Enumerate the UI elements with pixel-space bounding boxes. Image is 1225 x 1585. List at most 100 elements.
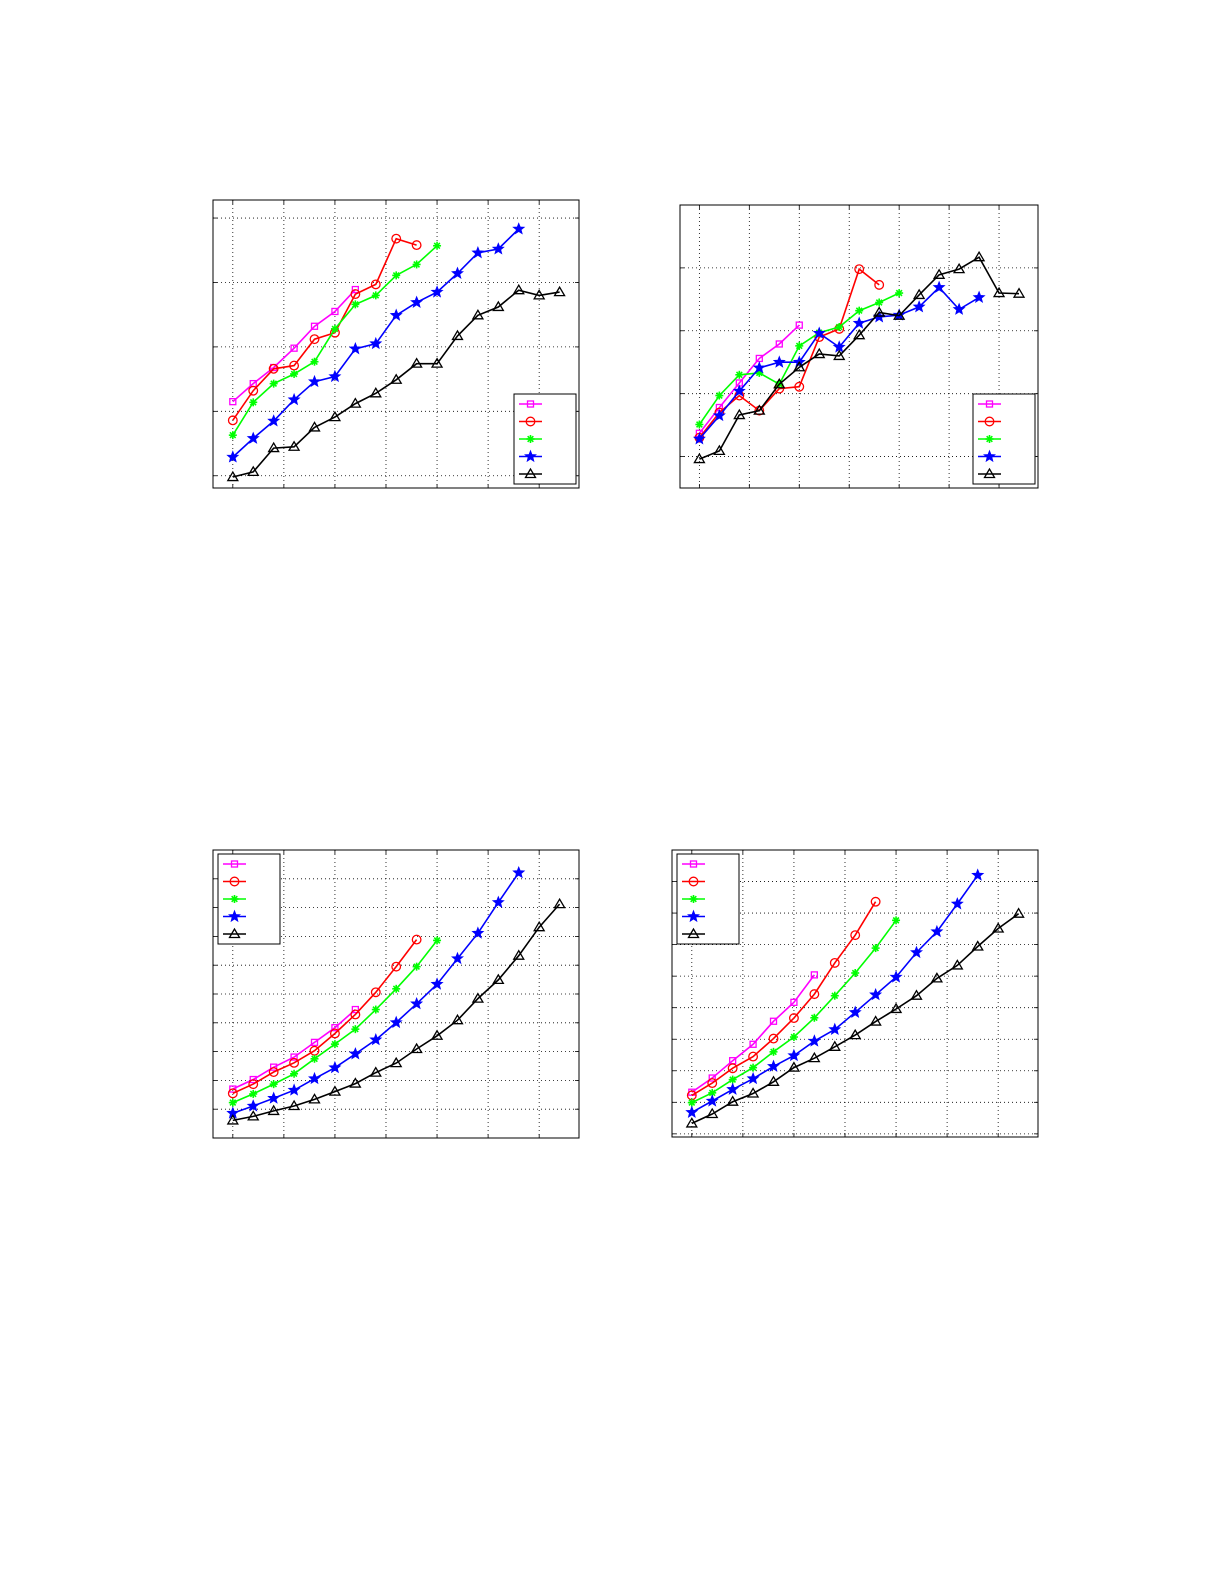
- triangle-marker: [787, 1061, 801, 1072]
- star-marker: [410, 295, 424, 308]
- star-marker: [752, 361, 766, 374]
- circle-marker: [289, 360, 300, 371]
- triangle-marker: [287, 1099, 301, 1111]
- legend-entry-5: [978, 467, 1001, 479]
- triangle-marker: [746, 1087, 760, 1098]
- square-marker: [229, 1085, 237, 1093]
- asterisk-marker: [228, 1098, 237, 1107]
- square-marker: [249, 1075, 257, 1084]
- series-line: [232, 289, 560, 478]
- triangle-marker: [773, 377, 786, 389]
- circle-marker: [525, 416, 536, 427]
- triangle-marker: [328, 1085, 342, 1096]
- triangle-marker: [369, 1066, 382, 1077]
- triangle-marker: [228, 927, 241, 939]
- asterisk-marker: [855, 306, 864, 315]
- asterisk-marker: [708, 1088, 717, 1097]
- triangle-marker: [687, 927, 700, 939]
- asterisk-marker: [526, 435, 535, 443]
- star-marker: [451, 266, 464, 279]
- circle-marker: [309, 334, 320, 345]
- asterisk-marker: [715, 391, 724, 400]
- asterisk-marker: [412, 260, 421, 269]
- circle-marker: [870, 896, 881, 907]
- triangle-marker: [287, 440, 301, 451]
- legend: [217, 853, 281, 945]
- triangle-marker: [349, 397, 362, 408]
- star-marker: [308, 374, 321, 388]
- star-marker: [892, 308, 906, 321]
- triangle-marker: [247, 1110, 260, 1121]
- star-marker: [828, 1022, 842, 1035]
- asterisk-marker: [851, 969, 860, 977]
- triangle-marker: [972, 250, 986, 262]
- circle-marker: [227, 415, 238, 426]
- series-2: [227, 934, 422, 1099]
- star-marker: [852, 316, 866, 329]
- asterisk-marker: [371, 291, 380, 300]
- triangle-marker: [328, 410, 342, 422]
- triangle-marker: [693, 452, 706, 464]
- star-marker: [889, 970, 903, 983]
- plot-frame: [212, 849, 580, 1139]
- square-marker: [708, 1074, 716, 1082]
- asterisk-marker: [269, 379, 278, 388]
- star-marker: [930, 924, 944, 938]
- circle-marker: [248, 385, 259, 396]
- square-marker: [310, 322, 319, 330]
- circle-marker: [688, 876, 699, 887]
- series-line: [691, 974, 816, 1093]
- star-marker: [787, 1048, 801, 1062]
- triangle-marker: [349, 1077, 362, 1088]
- series-line: [232, 237, 417, 421]
- series-4: [226, 866, 526, 1119]
- chart-top-left: [212, 199, 580, 489]
- square-marker: [351, 1005, 360, 1014]
- square-marker: [769, 1017, 778, 1025]
- triangle-marker: [971, 940, 984, 951]
- triangle-marker: [390, 1056, 403, 1068]
- legend-entry-3: [682, 895, 705, 903]
- star-marker: [524, 449, 537, 463]
- asterisk-marker: [412, 962, 421, 971]
- triangle-marker: [430, 357, 444, 368]
- circle-marker: [268, 363, 279, 374]
- star-marker: [692, 432, 706, 445]
- triangle-marker: [471, 309, 485, 320]
- asterisk-marker: [892, 916, 901, 925]
- asterisk-marker: [795, 341, 804, 350]
- square-marker: [689, 860, 698, 868]
- triangle-marker: [451, 329, 464, 341]
- triangle-marker: [308, 421, 321, 432]
- triangle-marker: [869, 1015, 882, 1026]
- circle-marker: [227, 1088, 238, 1099]
- star-marker: [430, 977, 444, 990]
- triangle-marker: [410, 1042, 423, 1054]
- triangle-marker: [492, 300, 505, 312]
- triangle-marker: [910, 989, 923, 1000]
- circle-marker: [829, 957, 840, 968]
- star-marker: [712, 408, 726, 422]
- asterisk-marker: [230, 895, 239, 903]
- legend-entry-4: [519, 449, 542, 463]
- circle-marker: [984, 416, 995, 427]
- triangle-marker: [753, 404, 766, 415]
- star-marker: [950, 897, 964, 910]
- series-line: [691, 901, 877, 1097]
- asterisk-marker: [249, 1089, 258, 1098]
- asterisk-marker: [871, 944, 880, 953]
- circle-marker: [370, 279, 381, 290]
- star-marker: [246, 431, 260, 444]
- circle-marker: [350, 289, 361, 300]
- asterisk-marker: [695, 420, 704, 429]
- triangle-marker: [889, 1002, 903, 1014]
- triangle-marker: [247, 465, 260, 477]
- legend-entry-3: [978, 435, 1001, 443]
- legend-entry-1: [682, 860, 705, 868]
- triangle-marker: [828, 1040, 841, 1051]
- circle-marker: [748, 1051, 759, 1062]
- triangle-marker: [849, 1028, 862, 1040]
- circle-marker: [229, 876, 240, 887]
- star-marker: [767, 1059, 780, 1072]
- series-3: [228, 241, 442, 440]
